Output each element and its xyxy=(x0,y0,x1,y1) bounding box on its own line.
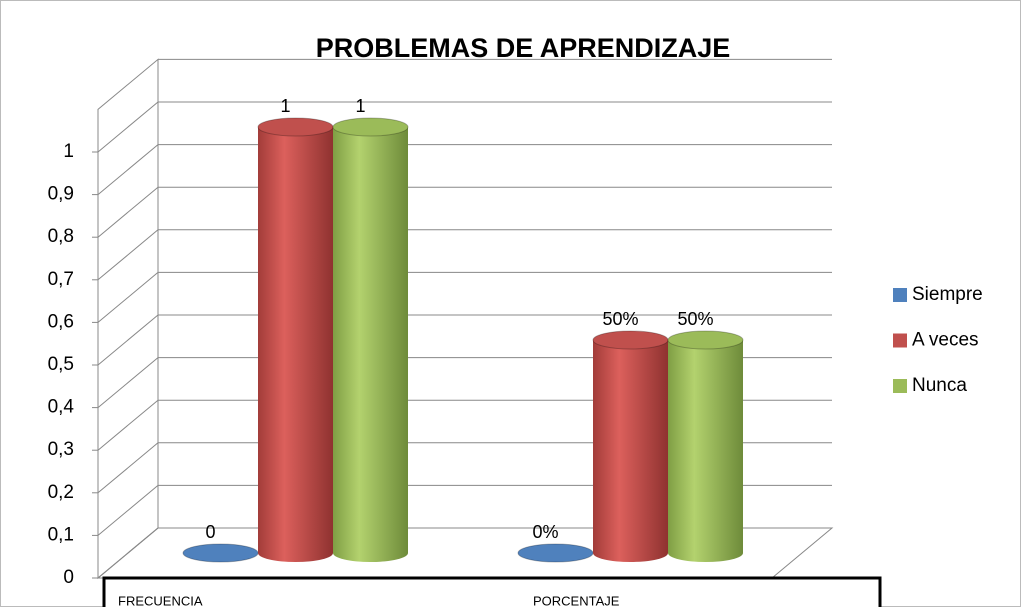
grid-line xyxy=(97,314,832,366)
category-box xyxy=(102,576,882,607)
bar xyxy=(257,117,334,562)
y-tick-label: 0,9 xyxy=(48,184,74,205)
bar-part xyxy=(668,340,743,562)
value-label: 50% xyxy=(602,309,638,329)
y-tick-label: 0,4 xyxy=(48,397,75,418)
grid-line xyxy=(97,229,832,281)
value-label: 1 xyxy=(280,96,290,116)
bar xyxy=(517,543,594,563)
value-label: 0% xyxy=(532,522,558,542)
bar-part xyxy=(332,117,409,137)
grid-line xyxy=(97,271,832,323)
y-tick-label: 0,5 xyxy=(48,354,74,375)
legend-swatch xyxy=(893,333,907,348)
y-tick-label: 0,2 xyxy=(48,482,74,503)
y-tick-label: 0,3 xyxy=(48,439,74,460)
bar-part xyxy=(593,340,668,562)
bar xyxy=(667,330,744,562)
grid-line xyxy=(97,101,832,153)
legend-label: Siempre xyxy=(912,284,983,305)
bar-part xyxy=(517,543,594,563)
grid-line xyxy=(97,144,832,195)
bar-part xyxy=(592,330,669,350)
legend-label: A veces xyxy=(912,330,979,351)
bar xyxy=(332,117,409,562)
x-tick-label: FRECUENCIA xyxy=(118,593,203,607)
y-tick-label: 0,6 xyxy=(48,311,74,332)
y-tick-label: 0,1 xyxy=(48,524,74,545)
bar xyxy=(182,543,259,563)
legend-label: Nunca xyxy=(912,375,967,396)
value-label: 0 xyxy=(205,522,215,542)
bar-part xyxy=(333,127,408,562)
y-tick-label: 1 xyxy=(63,141,74,162)
bar-part xyxy=(258,127,333,562)
grid-line xyxy=(97,186,832,238)
y-tick-label: 0 xyxy=(63,567,74,588)
chart-title: PROBLEMAS DE APRENDIZAJE xyxy=(316,33,731,63)
value-label: 50% xyxy=(677,309,713,329)
legend-swatch xyxy=(893,379,907,393)
y-tick-label: 0,7 xyxy=(48,269,74,290)
bar-part xyxy=(257,117,334,137)
bar-part xyxy=(667,330,744,350)
bar xyxy=(592,330,669,562)
bar-part xyxy=(182,543,259,563)
y-tick-label: 0,8 xyxy=(48,226,74,247)
legend-swatch xyxy=(893,288,907,302)
value-label: 1 xyxy=(355,96,365,116)
x-tick-label: PORCENTAJE xyxy=(533,593,620,607)
